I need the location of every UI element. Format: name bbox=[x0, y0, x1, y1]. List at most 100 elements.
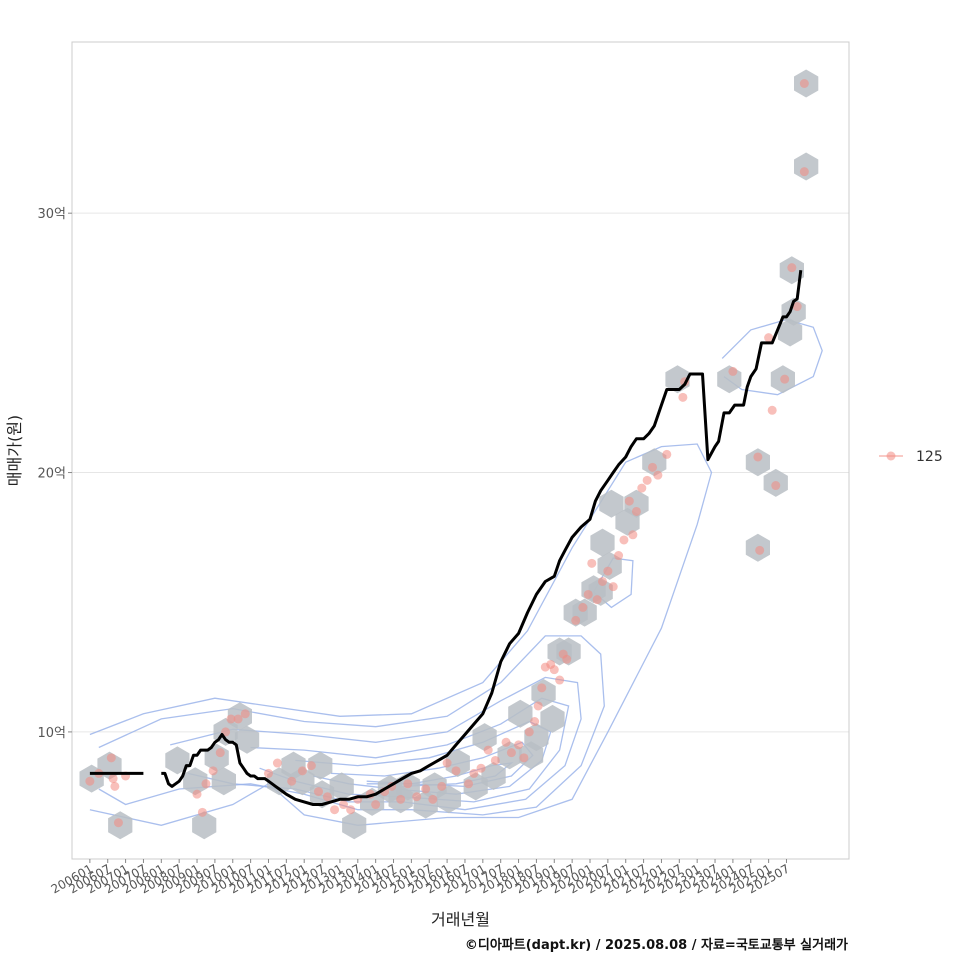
data-point bbox=[501, 737, 511, 747]
data-point bbox=[537, 683, 547, 693]
data-point bbox=[476, 763, 486, 773]
hexbin bbox=[642, 448, 667, 477]
legend-label: 125 bbox=[916, 449, 943, 465]
data-point bbox=[483, 745, 493, 755]
data-point bbox=[555, 675, 565, 685]
data-point bbox=[208, 766, 218, 776]
density-contour bbox=[250, 697, 570, 803]
data-point bbox=[562, 654, 572, 664]
hexbin bbox=[794, 152, 819, 181]
data-point bbox=[110, 781, 120, 791]
data-point bbox=[653, 470, 663, 480]
density-contour bbox=[721, 318, 823, 396]
hexbin bbox=[624, 489, 649, 518]
data-point bbox=[197, 807, 207, 817]
hexbin bbox=[234, 725, 260, 754]
data-point bbox=[313, 787, 323, 797]
density-contour bbox=[89, 443, 713, 826]
data-point bbox=[753, 452, 763, 462]
trend-line bbox=[89, 270, 803, 806]
hexbin bbox=[481, 762, 506, 790]
data-point bbox=[799, 167, 809, 177]
data-point bbox=[371, 800, 381, 810]
x-axis: 2006012006072007012007072008012008072009… bbox=[49, 859, 792, 897]
data-point bbox=[578, 602, 588, 612]
data-point bbox=[469, 768, 479, 778]
y-axis: 10억 20억 30억 bbox=[37, 207, 72, 741]
data-point bbox=[549, 665, 559, 675]
data-point bbox=[771, 481, 781, 491]
data-point bbox=[240, 709, 250, 719]
data-point bbox=[272, 758, 282, 768]
data-point bbox=[113, 818, 123, 828]
data-point bbox=[608, 582, 618, 592]
y-tick-label: 30억 bbox=[37, 207, 66, 222]
data-point bbox=[412, 792, 422, 802]
hexbin bbox=[211, 767, 236, 796]
data-point bbox=[428, 794, 438, 804]
hexbin bbox=[472, 723, 497, 752]
data-point bbox=[339, 800, 349, 810]
hexbin bbox=[192, 811, 217, 840]
data-point bbox=[519, 753, 529, 763]
x-axis-title: 거래년월 bbox=[431, 910, 490, 929]
hexbin bbox=[599, 489, 624, 518]
data-point bbox=[506, 748, 516, 758]
data-point bbox=[437, 781, 447, 791]
data-point bbox=[297, 766, 307, 776]
data-point bbox=[403, 779, 413, 789]
data-point bbox=[755, 545, 765, 555]
data-point bbox=[780, 374, 790, 384]
data-point bbox=[662, 449, 672, 459]
plot-frame bbox=[71, 41, 850, 860]
data-point bbox=[287, 776, 297, 786]
data-point bbox=[451, 766, 461, 776]
hexbin bbox=[290, 767, 315, 796]
data-point bbox=[306, 761, 316, 771]
data-point bbox=[628, 530, 638, 540]
hexbin bbox=[165, 746, 190, 775]
data-point bbox=[490, 755, 500, 765]
data-point bbox=[263, 768, 273, 778]
data-point bbox=[571, 615, 581, 625]
data-point bbox=[583, 589, 593, 599]
data-point bbox=[624, 496, 634, 506]
data-points bbox=[85, 78, 809, 828]
source-caption: ©디아파트(dapt.kr) / 2025.08.08 / 자료=국토교통부 실… bbox=[464, 938, 848, 953]
data-point bbox=[85, 776, 95, 786]
data-point bbox=[530, 717, 540, 727]
y-tick-label: 20억 bbox=[37, 467, 66, 482]
data-point bbox=[533, 701, 543, 711]
y-axis-title: 매매가(원) bbox=[5, 415, 24, 486]
data-point bbox=[524, 727, 534, 737]
data-point bbox=[330, 805, 340, 815]
data-point bbox=[192, 789, 202, 799]
data-point bbox=[603, 566, 613, 576]
data-point bbox=[799, 78, 809, 88]
y-tick-label: 10억 bbox=[37, 726, 66, 741]
data-point bbox=[792, 302, 802, 312]
data-point bbox=[619, 535, 629, 545]
data-point bbox=[464, 779, 474, 789]
data-point bbox=[637, 483, 647, 493]
data-point bbox=[514, 740, 524, 750]
data-point bbox=[598, 576, 608, 586]
data-point bbox=[396, 794, 406, 804]
hexbin bbox=[329, 772, 354, 801]
data-point bbox=[787, 263, 797, 273]
data-point bbox=[592, 595, 602, 605]
data-point bbox=[442, 758, 452, 768]
data-point bbox=[631, 506, 641, 516]
hexbin bbox=[308, 751, 333, 780]
hexbin bbox=[531, 679, 556, 707]
legend: 125 bbox=[879, 449, 943, 465]
data-point bbox=[201, 779, 211, 789]
data-point bbox=[678, 392, 688, 402]
legend-key-point bbox=[886, 451, 896, 461]
data-point bbox=[226, 714, 236, 724]
hexbin bbox=[342, 811, 367, 840]
trend-line-segment bbox=[161, 270, 803, 806]
data-point bbox=[642, 475, 652, 485]
data-point bbox=[233, 714, 243, 724]
